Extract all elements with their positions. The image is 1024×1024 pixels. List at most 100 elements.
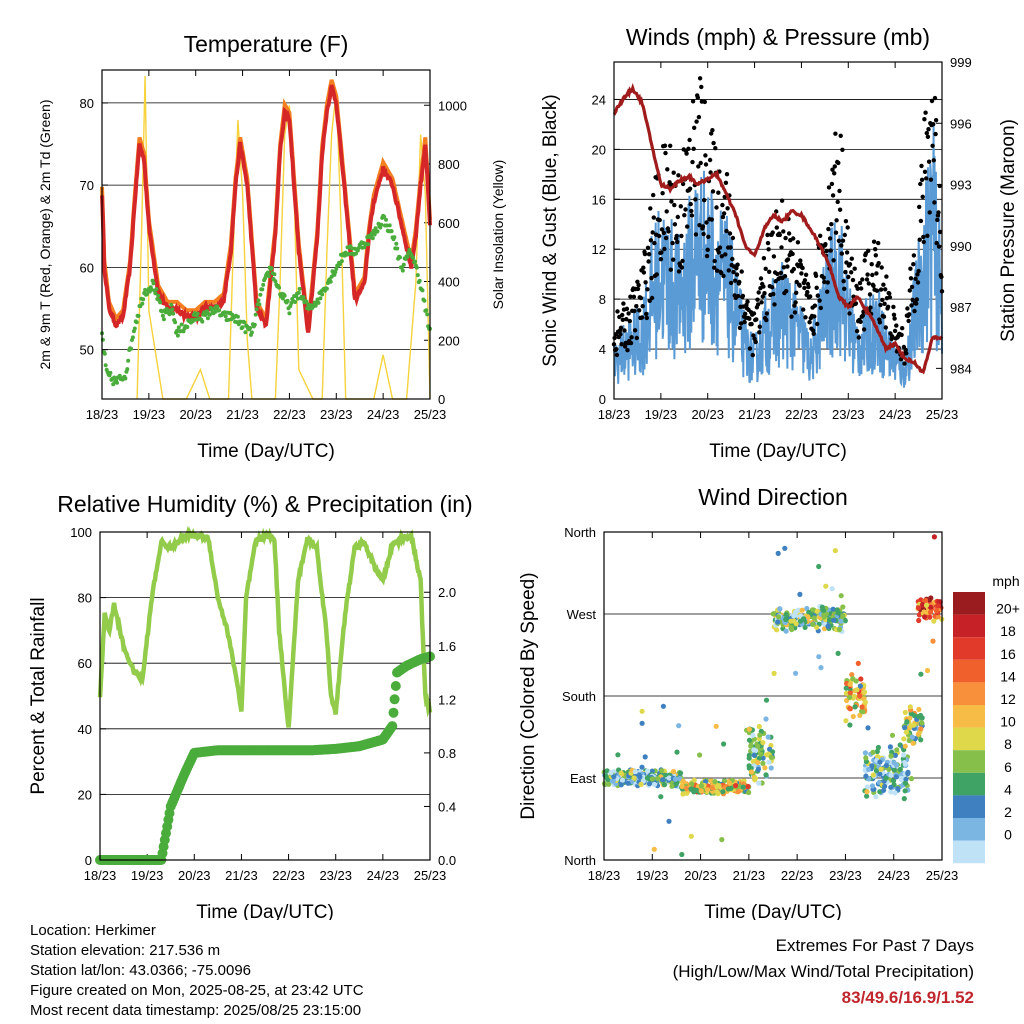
- p0-dewpoint-point: [205, 309, 209, 314]
- p1-gust-point: [730, 235, 736, 241]
- p0-dewpoint-point: [161, 317, 166, 322]
- p0-dewpoint-point: [117, 373, 122, 378]
- p3-direction-point: [632, 769, 639, 775]
- p3-direction-point: [631, 775, 637, 781]
- p1-gust-point: [648, 238, 654, 243]
- p1-gust-point: [899, 332, 904, 338]
- p0-dewpoint-point: [301, 295, 306, 300]
- p1-gust-point: [654, 272, 659, 277]
- p1-gust-point: [924, 130, 929, 136]
- p1-gust-point: [767, 269, 772, 274]
- p3-direction-point: [809, 607, 816, 613]
- p1-gust-point: [636, 282, 641, 288]
- p3-direction-point: [840, 613, 846, 619]
- p3-direction-point: [877, 759, 883, 765]
- p2-y-tick-label: 60: [78, 656, 92, 671]
- p1-gust-point: [927, 210, 932, 215]
- p3-direction-point: [838, 618, 844, 624]
- p3-direction-point: [902, 743, 908, 749]
- p0-dewpoint-point: [170, 307, 175, 312]
- p1-gust-point: [693, 197, 698, 202]
- p1-gust-point: [745, 299, 750, 304]
- p0-y-tick-label-right: 600: [438, 216, 460, 231]
- p1-gust-point: [878, 287, 884, 292]
- p0-dewpoint-point: [156, 293, 161, 298]
- p3-x-tick-label: 19/23: [636, 868, 669, 883]
- p1-gust-point: [891, 304, 896, 310]
- p3-direction-point: [804, 605, 810, 612]
- p1-gust-point: [743, 311, 748, 316]
- p1-gust-point: [777, 232, 782, 238]
- p2-series-rh: [97, 525, 433, 728]
- p1-gust-point: [802, 278, 808, 283]
- station-info: Location: Herkimer Station elevation: 21…: [30, 921, 364, 1021]
- p1-gust-point: [862, 258, 867, 263]
- p1-gust-point: [765, 240, 771, 246]
- p3-direction-point: [902, 788, 908, 794]
- p3-direction-point: [750, 758, 757, 765]
- p3-direction-point: [862, 750, 869, 756]
- p0-dewpoint-point: [273, 279, 278, 284]
- p1-gust-point: [725, 206, 730, 211]
- p1-x-tick-label: 23/23: [832, 407, 865, 422]
- p1-gust-point: [786, 231, 792, 236]
- p1-gust-point: [755, 302, 761, 307]
- p2-x-axis-label: Time (Day/UTC): [196, 902, 334, 920]
- p3-direction-point: [840, 604, 846, 610]
- location-text: Location: Herkimer: [30, 922, 156, 939]
- p0-dewpoint-point: [240, 325, 245, 330]
- p1-gust-point: [832, 164, 837, 169]
- p3-legend-swatch: [953, 614, 985, 638]
- p1-gust-point: [756, 290, 761, 295]
- p0-dewpoint-point: [333, 270, 338, 275]
- p0-dewpoint-point: [405, 254, 410, 259]
- p1-gust-point: [755, 297, 760, 302]
- p1-gust-point: [805, 289, 810, 295]
- p1-gust-point: [724, 228, 729, 234]
- latlon-text: Station lat/lon: 43.0366; -75.0096: [30, 962, 252, 979]
- p3-direction-point: [662, 772, 668, 778]
- p0-dewpoint-point: [252, 322, 257, 327]
- p3-direction-point: [625, 780, 631, 786]
- p1-gust-point: [678, 204, 683, 209]
- p3-direction-point: [791, 613, 797, 619]
- p0-x-tick-label: 24/23: [367, 407, 400, 422]
- p3-legend-swatch: [953, 659, 985, 683]
- p3-direction-point: [910, 740, 916, 746]
- p3-direction-point: [847, 722, 853, 728]
- p3-direction-point: [760, 760, 766, 767]
- p1-gust-point: [840, 147, 845, 152]
- p3-direction-point: [883, 762, 889, 769]
- p1-gust-point: [835, 199, 840, 205]
- p2-y-tick-label: 0: [85, 853, 92, 868]
- p1-gust-point: [751, 333, 756, 338]
- p0-dewpoint-point: [387, 223, 392, 228]
- p1-gust-point: [649, 275, 654, 281]
- p1-gust-point: [876, 240, 881, 246]
- p3-direction-point: [791, 618, 797, 624]
- p3-direction-point: [916, 706, 922, 713]
- p1-gust-point: [911, 253, 917, 258]
- p1-gust-point: [894, 323, 899, 328]
- p1-gust-point: [918, 181, 923, 187]
- p1-gust-point: [632, 328, 638, 333]
- p3-legend-swatch: [953, 840, 985, 864]
- p0-dewpoint-point: [254, 307, 259, 312]
- p1-gust-point: [926, 159, 932, 164]
- p0-dewpoint-point: [394, 241, 399, 246]
- p3-direction-point: [658, 794, 664, 800]
- p1-gust-point: [881, 314, 887, 319]
- p0-dewpoint-point: [205, 316, 210, 321]
- p1-y-tick-label-right: 996: [950, 116, 972, 131]
- p0-dewpoint-point: [328, 279, 333, 284]
- p1-gust-point: [936, 210, 941, 215]
- p1-gust-point: [707, 157, 713, 163]
- p3-direction-point: [892, 790, 898, 796]
- p1-gust-point: [803, 315, 808, 320]
- p1-gust-point: [938, 229, 943, 235]
- p1-gust-point: [832, 171, 837, 176]
- p1-gust-point: [645, 287, 650, 292]
- p1-gust-point: [882, 301, 887, 306]
- p1-gust-point: [764, 311, 770, 316]
- p3-direction-point: [850, 713, 856, 720]
